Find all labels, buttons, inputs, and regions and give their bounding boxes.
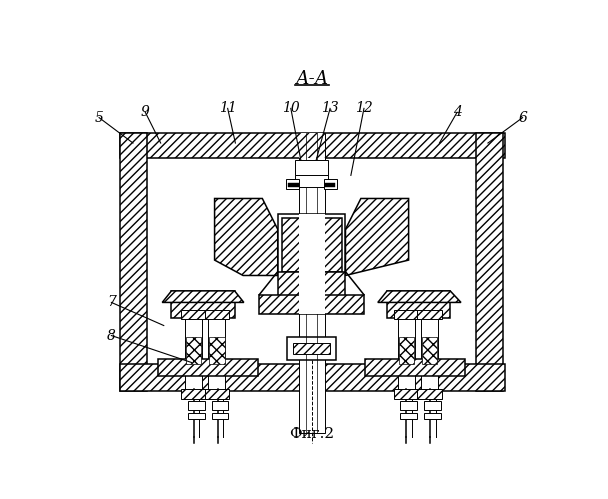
- Text: 11: 11: [219, 101, 237, 115]
- Bar: [421, 318, 438, 391]
- Bar: [387, 291, 450, 318]
- Bar: [278, 271, 345, 306]
- Bar: [120, 133, 147, 391]
- Bar: [120, 133, 505, 158]
- Bar: [282, 218, 342, 271]
- Bar: [293, 343, 330, 354]
- Text: 8: 8: [107, 328, 116, 342]
- Bar: [212, 401, 229, 410]
- Bar: [299, 133, 325, 433]
- Polygon shape: [378, 291, 461, 302]
- Text: 5: 5: [95, 111, 103, 125]
- Bar: [120, 364, 505, 391]
- Text: 4: 4: [453, 105, 461, 119]
- Bar: [181, 310, 206, 319]
- Text: 12: 12: [355, 101, 373, 115]
- Bar: [212, 413, 229, 419]
- Bar: [209, 318, 226, 391]
- Bar: [259, 295, 364, 314]
- Bar: [295, 175, 328, 187]
- Text: 9: 9: [141, 105, 150, 119]
- Bar: [394, 310, 419, 319]
- Text: 10: 10: [282, 101, 300, 115]
- Text: 13: 13: [321, 101, 339, 115]
- Bar: [186, 337, 201, 364]
- Bar: [295, 160, 328, 175]
- Bar: [299, 214, 325, 275]
- Bar: [209, 337, 224, 364]
- Bar: [171, 291, 235, 318]
- Bar: [181, 389, 206, 399]
- Polygon shape: [215, 199, 278, 275]
- Bar: [424, 413, 441, 419]
- Bar: [185, 318, 202, 391]
- Bar: [398, 318, 415, 391]
- Bar: [278, 214, 345, 275]
- Bar: [477, 133, 503, 391]
- Bar: [299, 133, 325, 158]
- Polygon shape: [289, 183, 299, 187]
- Bar: [204, 310, 229, 319]
- Bar: [417, 310, 442, 319]
- Bar: [188, 413, 204, 419]
- Bar: [399, 337, 414, 364]
- Text: Фиг.2: Фиг.2: [289, 427, 334, 441]
- Bar: [424, 401, 441, 410]
- Bar: [299, 271, 325, 314]
- Bar: [394, 389, 419, 399]
- Bar: [400, 413, 417, 419]
- Bar: [400, 401, 417, 410]
- Bar: [158, 359, 258, 376]
- Polygon shape: [345, 199, 409, 275]
- Polygon shape: [286, 179, 299, 189]
- Bar: [204, 389, 229, 399]
- Polygon shape: [324, 179, 337, 189]
- Text: 6: 6: [518, 111, 527, 125]
- Polygon shape: [325, 183, 334, 187]
- Bar: [417, 389, 442, 399]
- Text: 7: 7: [107, 295, 116, 309]
- Polygon shape: [162, 291, 244, 302]
- Text: А-А: А-А: [295, 70, 328, 88]
- Bar: [422, 337, 437, 364]
- Bar: [287, 337, 336, 360]
- Bar: [188, 401, 204, 410]
- Bar: [365, 359, 465, 376]
